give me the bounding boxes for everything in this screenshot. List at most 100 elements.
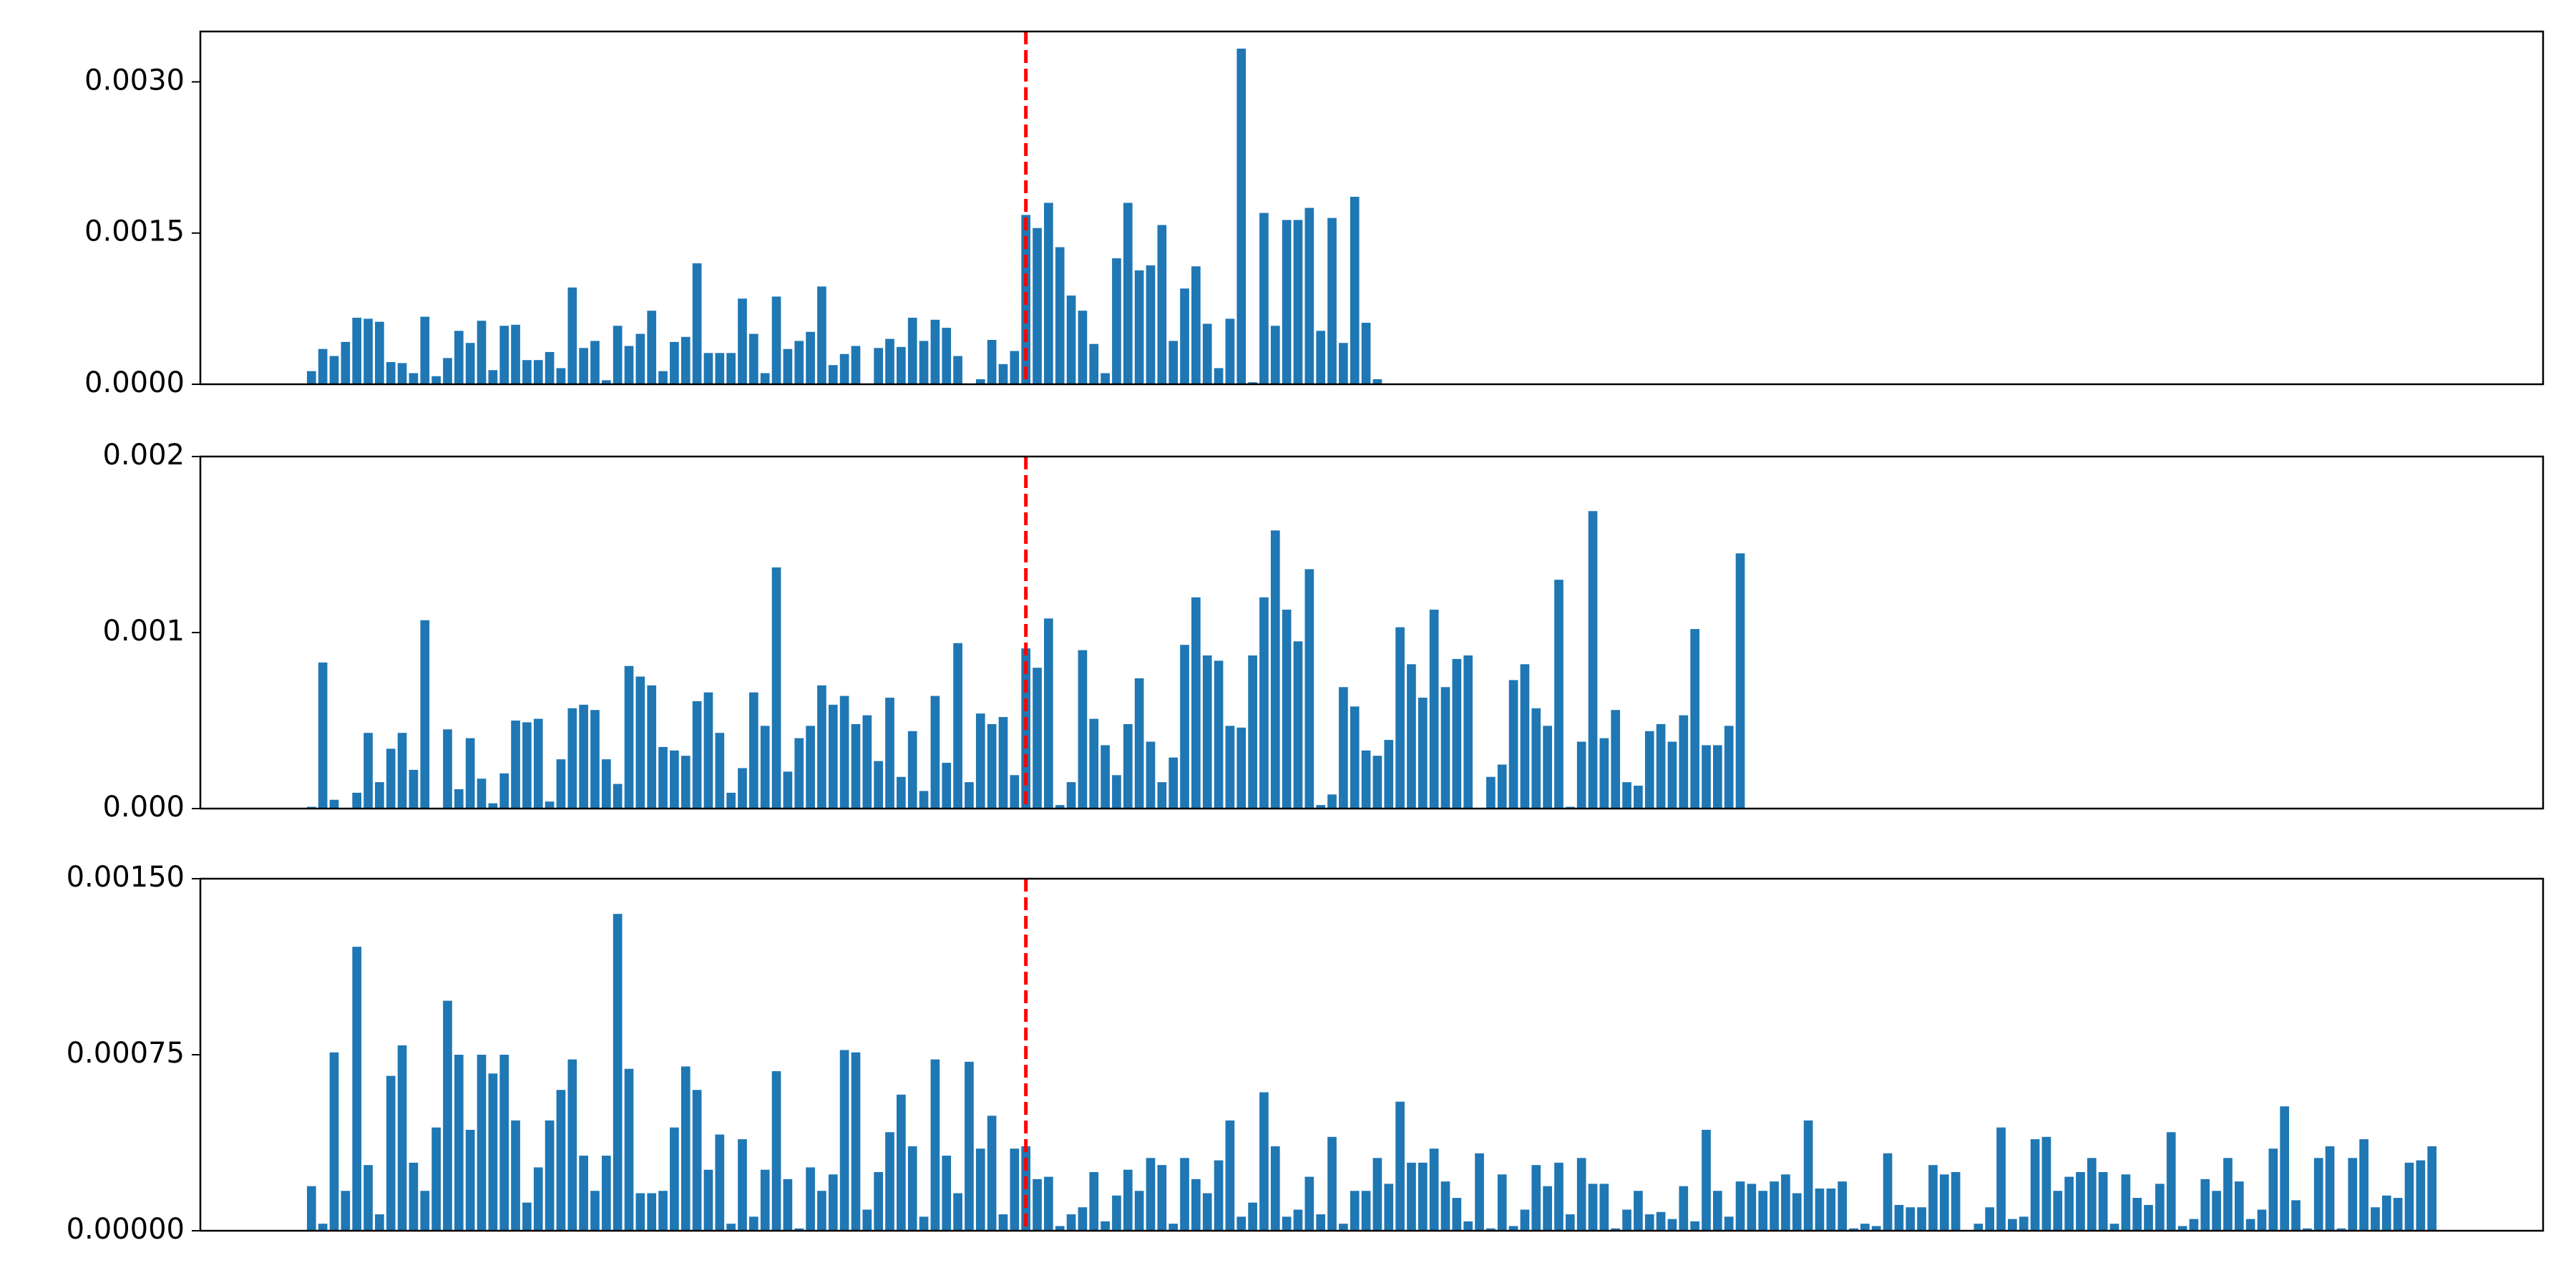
bar — [1712, 1191, 1722, 1231]
bar — [658, 371, 668, 384]
bar — [1554, 1162, 1563, 1231]
bar — [1010, 351, 1020, 384]
bar — [1350, 1191, 1360, 1231]
bar — [783, 1179, 793, 1231]
bar — [443, 358, 452, 384]
bar — [1134, 1191, 1144, 1231]
bar — [1134, 678, 1144, 809]
bar — [329, 1052, 339, 1231]
bar — [953, 643, 962, 809]
bar — [601, 380, 611, 384]
bar — [1418, 1162, 1428, 1231]
bar — [1622, 782, 1631, 809]
bar — [2087, 1158, 2097, 1231]
bar — [409, 373, 419, 384]
bar — [499, 326, 509, 384]
bar — [2155, 1184, 2165, 1231]
bar — [579, 1156, 588, 1231]
bar — [1304, 1176, 1314, 1231]
bar — [635, 676, 645, 809]
bar — [2348, 1158, 2358, 1231]
bar — [1679, 715, 1689, 809]
bar — [998, 717, 1008, 809]
bar — [533, 1167, 543, 1231]
bar — [1372, 379, 1382, 384]
bar — [907, 1146, 917, 1231]
bar — [703, 692, 713, 809]
bar — [897, 346, 906, 384]
bar — [1157, 225, 1167, 384]
bar — [670, 750, 679, 809]
bar — [1282, 610, 1292, 809]
bar — [341, 1191, 351, 1231]
bar — [738, 298, 747, 384]
bar — [726, 792, 736, 809]
bar — [817, 1191, 826, 1231]
bar — [2200, 1179, 2210, 1231]
bar — [1270, 1146, 1280, 1231]
bar — [998, 364, 1008, 384]
bar — [1293, 220, 1303, 384]
bar — [2030, 1139, 2040, 1231]
bar — [1101, 1221, 1110, 1231]
bar — [488, 803, 498, 809]
bar — [1293, 1209, 1303, 1231]
bar — [2359, 1139, 2368, 1231]
bar — [1486, 1228, 1496, 1231]
bar — [2064, 1176, 2074, 1231]
bar — [2121, 1174, 2131, 1231]
bar — [1055, 1226, 1065, 1231]
bar — [443, 729, 452, 809]
bar — [590, 341, 600, 384]
bar — [2132, 1198, 2142, 1231]
bar — [851, 1052, 861, 1231]
bar — [397, 1045, 407, 1231]
bar — [1169, 1224, 1179, 1231]
bar — [1758, 1191, 1768, 1231]
axes-frame — [199, 455, 2545, 810]
bar — [738, 768, 747, 809]
bar — [1690, 629, 1699, 809]
bar — [1894, 1204, 1904, 1231]
bar — [794, 341, 804, 384]
bar — [1327, 794, 1337, 809]
bar — [1724, 726, 1734, 809]
bar — [1350, 706, 1360, 809]
bar — [375, 782, 384, 809]
bar — [306, 1186, 316, 1231]
bar — [454, 789, 464, 809]
bar — [1724, 1216, 1734, 1231]
bar — [1815, 1188, 1825, 1231]
bar — [1747, 1184, 1757, 1231]
bar — [1565, 1214, 1575, 1231]
y-tick-label: 0.0030 — [84, 64, 185, 97]
bar — [1644, 1214, 1654, 1231]
y-tick-label: 0.001 — [102, 615, 185, 648]
bar — [590, 710, 600, 809]
bar — [658, 746, 668, 809]
bar — [1101, 745, 1110, 809]
bar — [987, 723, 997, 809]
bar — [1826, 1188, 1836, 1231]
bar — [760, 726, 770, 809]
bar — [1146, 741, 1156, 809]
bar — [2280, 1106, 2290, 1231]
bar — [1236, 1216, 1246, 1231]
bar — [1112, 775, 1121, 809]
bar — [771, 296, 781, 384]
bar — [420, 620, 430, 809]
bar — [930, 319, 940, 384]
bar — [1259, 597, 1269, 809]
bar — [771, 1070, 781, 1231]
bar — [874, 761, 883, 809]
bar — [1112, 258, 1121, 384]
bar — [590, 1191, 600, 1231]
bar — [715, 733, 725, 809]
bar — [987, 340, 997, 384]
bar — [862, 715, 872, 809]
bar — [1520, 664, 1530, 809]
bar — [1781, 1174, 1790, 1231]
bar — [1599, 1184, 1609, 1231]
bar — [1339, 687, 1348, 809]
bar — [1735, 553, 1745, 809]
